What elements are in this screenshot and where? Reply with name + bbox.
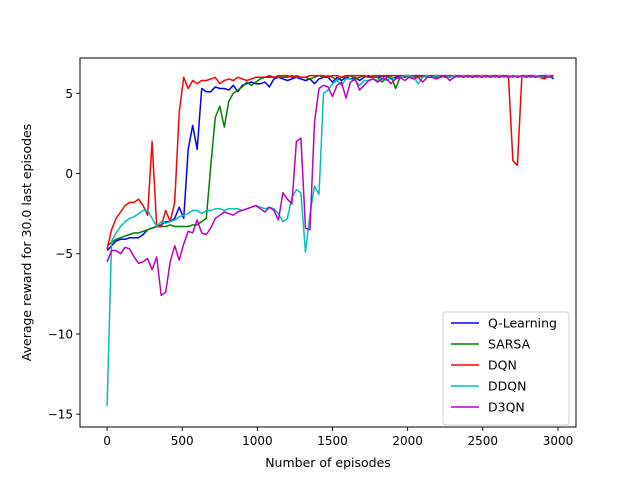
- x-tick-label: 2500: [468, 434, 499, 448]
- legend-label: D3QN: [488, 400, 525, 415]
- y-tick-label: −10: [48, 327, 73, 341]
- legend-label: DQN: [488, 358, 517, 373]
- legend-label: Q-Learning: [488, 316, 557, 331]
- y-axis: −15 −10 −5 0 5: [48, 87, 80, 422]
- legend-label: DDQN: [488, 379, 526, 394]
- y-tick-label: −15: [48, 408, 73, 422]
- y-tick-label: −5: [55, 247, 73, 261]
- legend-label: SARSA: [488, 337, 531, 352]
- legend: Q-Learning SARSA DQN DDQN D3QN: [442, 311, 570, 426]
- x-tick-label: 500: [171, 434, 194, 448]
- x-tick-label: 1500: [317, 434, 348, 448]
- y-axis-label: Average reward for 30.0 last episodes: [19, 124, 34, 361]
- series-line-dqn: [106, 74, 554, 250]
- x-axis: 0 500 1000 1500 2000 2500 3000: [103, 427, 573, 448]
- legend-box: [442, 311, 570, 426]
- x-tick-label: 3000: [543, 434, 574, 448]
- x-tick-label: 0: [103, 434, 111, 448]
- plot-frame: [79, 57, 577, 428]
- x-axis-label: Number of episodes: [265, 455, 391, 470]
- y-tick-label: 0: [65, 167, 73, 181]
- y-tick-label: 5: [65, 87, 73, 101]
- series-line-d3qn: [106, 74, 554, 297]
- series-layer: [106, 74, 554, 407]
- x-tick-label: 1000: [242, 434, 273, 448]
- x-tick-label: 2000: [392, 434, 423, 448]
